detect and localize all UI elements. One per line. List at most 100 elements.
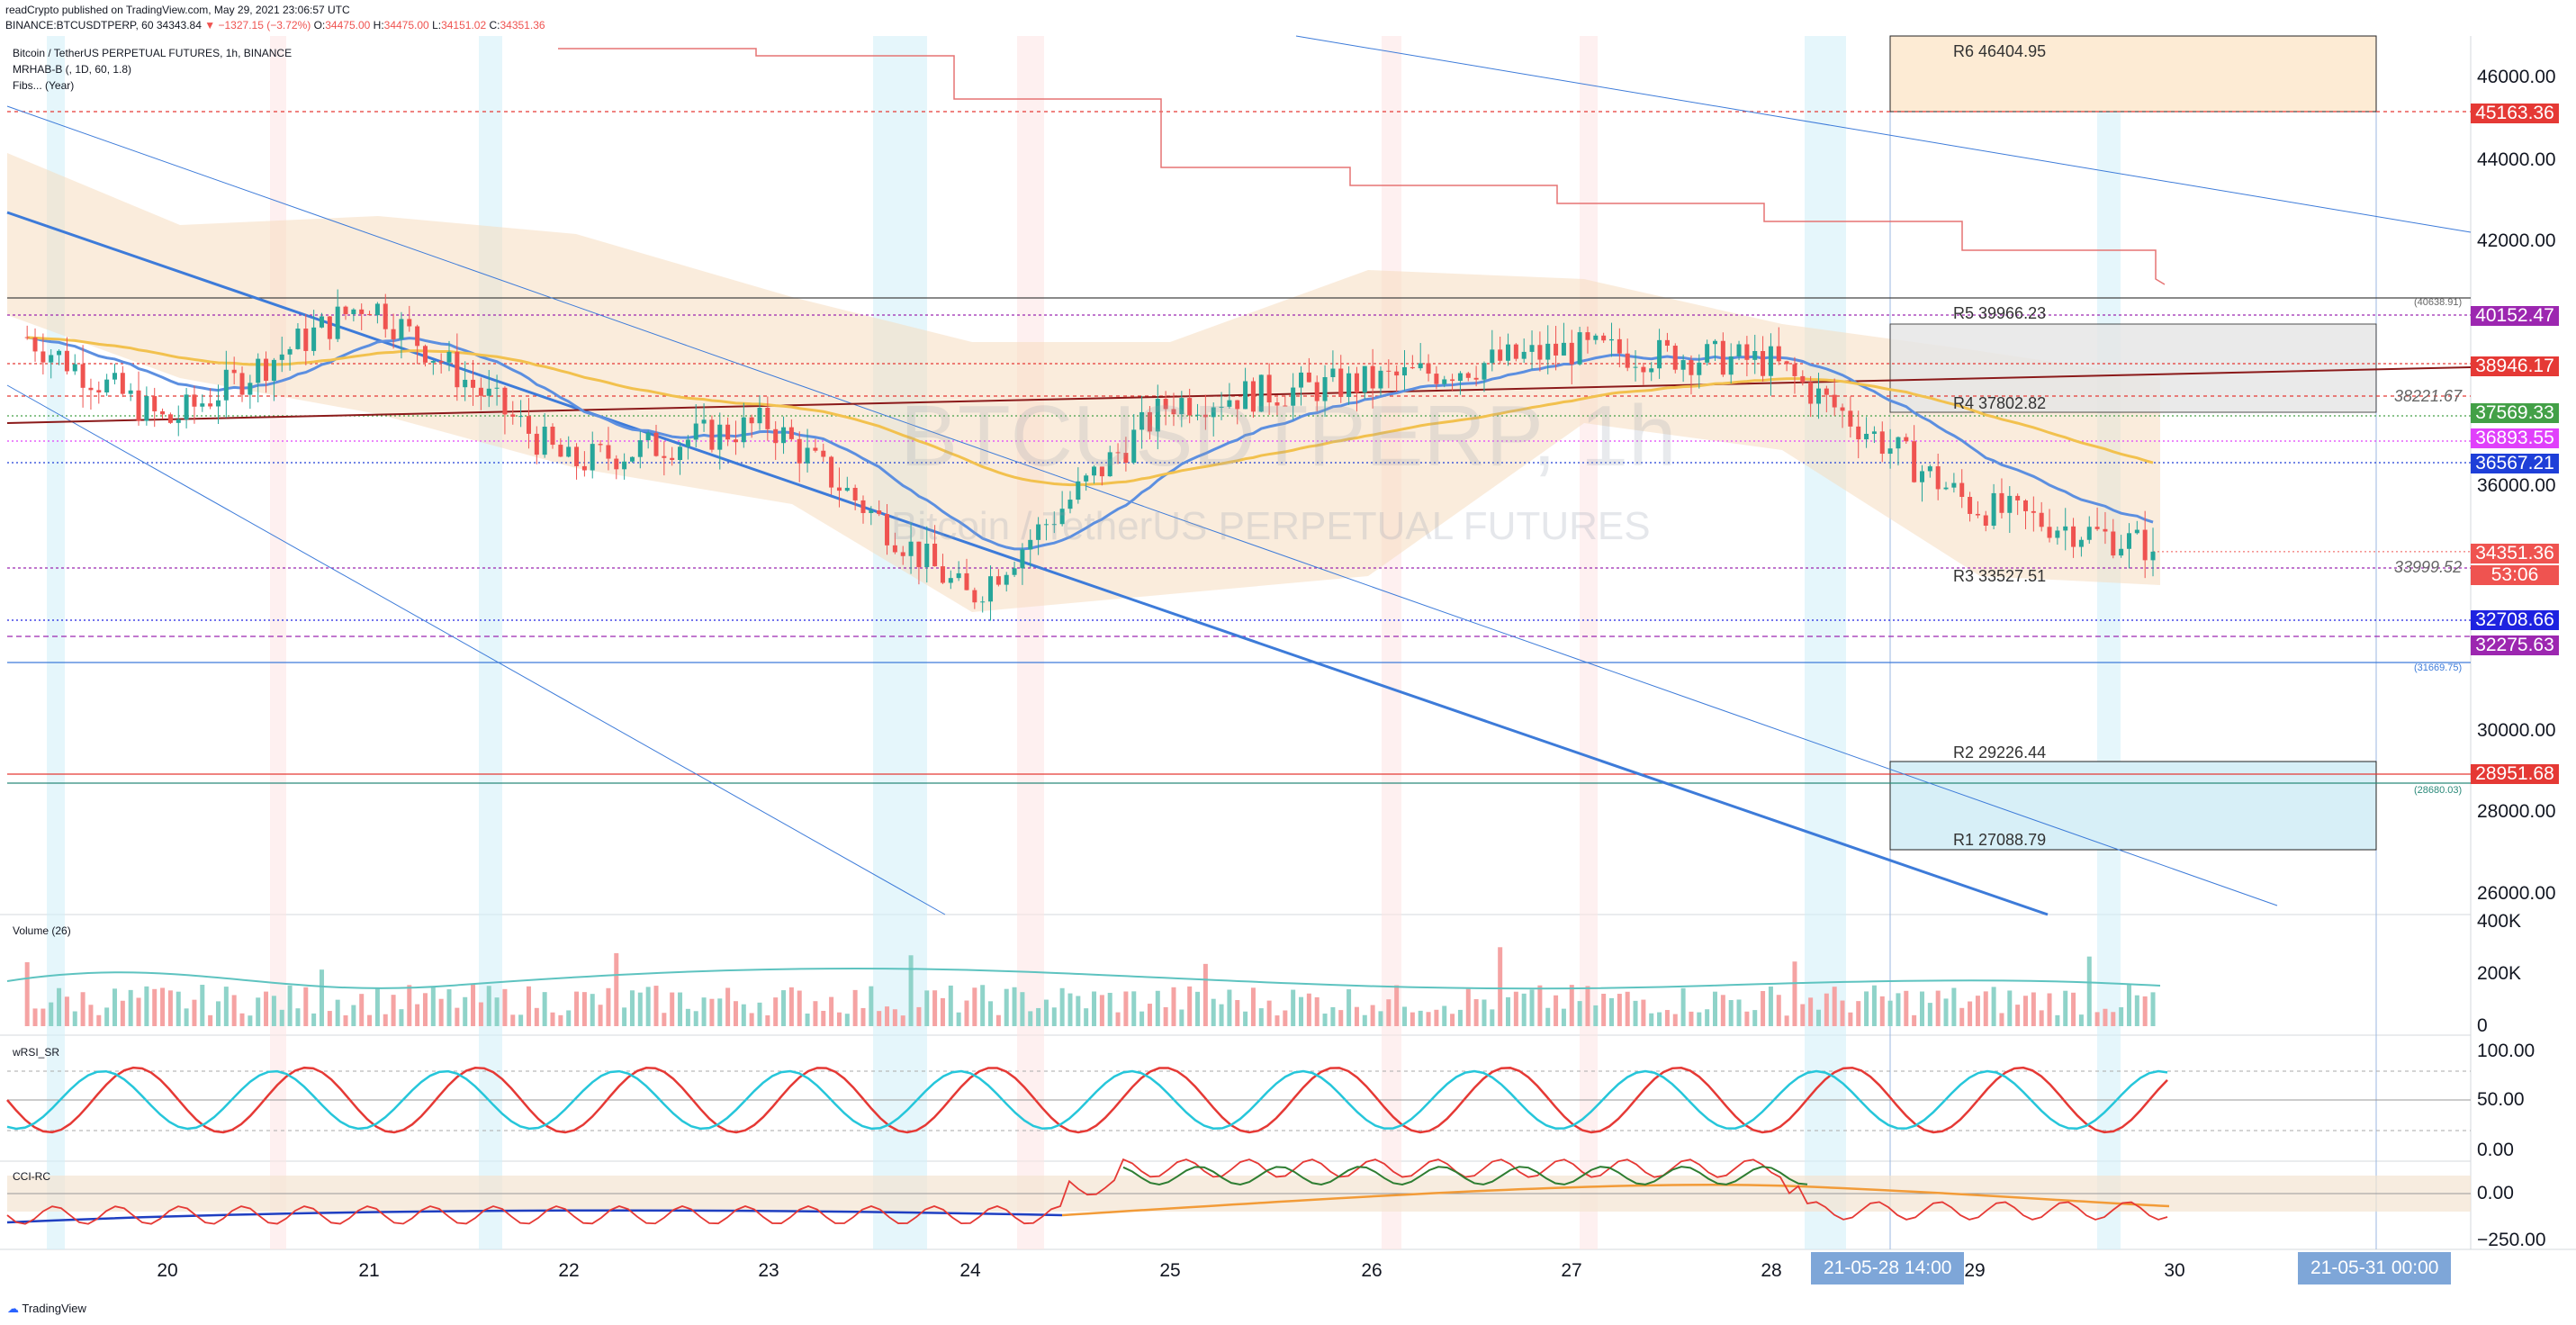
footer-brand[interactable]: ☁ TradingView: [7, 1302, 86, 1315]
volume-bar: [1187, 986, 1193, 1026]
volume-bar: [956, 1012, 961, 1026]
candle-body: [1434, 374, 1439, 384]
candle-body: [1147, 411, 1152, 432]
candle-body: [1784, 361, 1789, 365]
volume-bar: [566, 1010, 572, 1026]
candle-body: [1067, 500, 1073, 509]
volume-bar: [964, 1000, 969, 1026]
volume-bar: [1147, 1004, 1152, 1026]
volume-bar: [1879, 996, 1885, 1026]
volume-bar: [1513, 991, 1518, 1026]
session-stripe: [270, 36, 286, 1249]
cci-pane-label[interactable]: CCI-RC: [13, 1170, 50, 1183]
volume-bar: [1386, 999, 1392, 1026]
volume-bar: [1545, 1007, 1551, 1026]
candle-body: [2086, 527, 2092, 540]
session-stripe: [1580, 36, 1598, 1249]
time-tick: 28: [1761, 1260, 1782, 1281]
volume-bar: [1219, 1004, 1224, 1026]
volume-bar: [701, 997, 707, 1026]
volume-bar: [1195, 991, 1201, 1026]
candle-body: [184, 394, 189, 419]
sma-line: [27, 336, 2154, 487]
volume-pane-label[interactable]: Volume (26): [13, 924, 71, 937]
volume-bar: [167, 990, 173, 1026]
candle-body: [1370, 365, 1375, 389]
volume-bar: [526, 986, 531, 1026]
candle-body: [407, 319, 412, 327]
volume-bar: [1815, 1009, 1821, 1026]
volume-bar: [1871, 985, 1877, 1026]
volume-bar: [160, 987, 166, 1026]
volume-bar: [2134, 995, 2139, 1026]
price-label: 37569.33: [2471, 403, 2559, 423]
volume-bar: [1609, 997, 1615, 1026]
candle-body: [932, 544, 938, 567]
volume-bar: [335, 999, 340, 1026]
volume-bar: [88, 1005, 94, 1026]
price-label: 32275.63: [2471, 635, 2559, 655]
candle-body: [279, 354, 284, 360]
candle-body: [1808, 382, 1814, 404]
volume-bar: [359, 994, 365, 1026]
candle-body: [1402, 366, 1408, 376]
volume-bar: [534, 1007, 539, 1026]
candle-body: [1473, 377, 1479, 380]
volume-bar: [1633, 1000, 1638, 1026]
candle-body: [869, 510, 874, 513]
volume-bar: [1418, 1010, 1423, 1026]
candle-body: [1951, 482, 1957, 488]
volume-bar: [478, 1002, 483, 1026]
candle-body: [1601, 335, 1607, 341]
candle-body: [1919, 471, 1924, 482]
session-stripe: [873, 36, 927, 1249]
volume-bar: [49, 1002, 54, 1026]
volume-bar: [1347, 989, 1352, 1026]
candle-body: [438, 361, 444, 363]
time-tick: 27: [1561, 1260, 1582, 1281]
volume-bar: [2063, 990, 2068, 1026]
price-label: 36567.21: [2471, 454, 2559, 473]
open-value: 34475.00: [325, 19, 371, 32]
candle-body: [1465, 373, 1471, 378]
volume-bar: [805, 1014, 810, 1026]
wrsi-tick: 50.00: [2477, 1089, 2525, 1110]
volume-bar: [319, 969, 324, 1026]
volume-bar: [1155, 990, 1160, 1026]
volume-bar: [2086, 956, 2092, 1026]
volume-bar: [1028, 1011, 1033, 1026]
legend-indicator-fibs[interactable]: Fibs... (Year): [13, 79, 75, 92]
volume-bar: [1291, 989, 1296, 1026]
candle-body: [1506, 344, 1511, 361]
candle-body: [1904, 437, 1909, 442]
legend-title[interactable]: Bitcoin / TetherUS PERPETUAL FUTURES, 1h…: [13, 47, 293, 59]
candle-body: [1689, 360, 1694, 375]
candle-body: [1529, 345, 1535, 352]
volume-bar: [629, 990, 635, 1026]
candle-body: [176, 419, 181, 423]
volume-bar: [1657, 1012, 1662, 1026]
candle-body: [1815, 388, 1821, 404]
candle-body: [2055, 530, 2060, 538]
candle-body: [367, 313, 373, 316]
candle-body: [1959, 482, 1965, 498]
trend-line: [1295, 35, 2472, 233]
legend-indicator-mrhab[interactable]: MRHAB-B (, 1D, 60, 1.8): [13, 63, 132, 76]
candle-body: [2047, 527, 2052, 538]
candle-body: [2094, 527, 2100, 529]
volume-bar: [231, 995, 237, 1026]
volume-bar: [877, 1011, 882, 1026]
low-value: 34151.02: [441, 19, 487, 32]
candle-body: [1036, 524, 1041, 540]
trend-line-resistance: [6, 366, 2472, 424]
volume-bar: [1306, 993, 1311, 1026]
candle-body: [717, 424, 723, 450]
wrsi-pane-label[interactable]: wRSI_SR: [13, 1046, 60, 1059]
candle-body: [248, 383, 253, 395]
candle-body: [972, 590, 977, 603]
candle-body: [510, 414, 516, 417]
candle-body: [2142, 529, 2148, 561]
volume-bar: [1761, 990, 1766, 1026]
volume-bar: [1752, 1010, 1758, 1026]
